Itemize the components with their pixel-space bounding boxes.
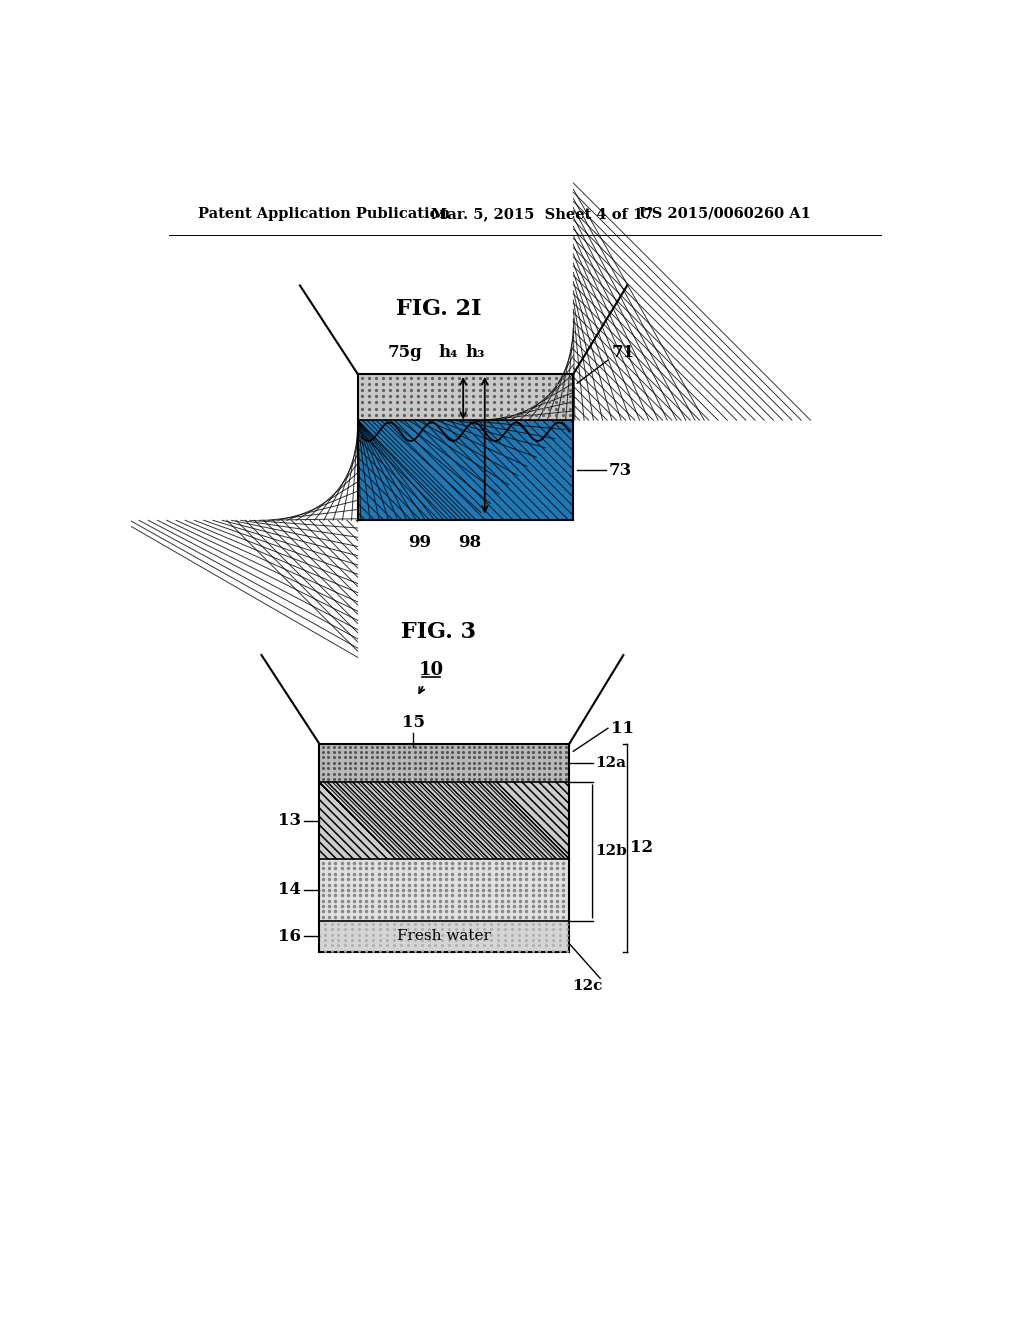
Text: 11: 11: [611, 719, 634, 737]
Text: 16: 16: [279, 928, 301, 945]
Text: h₃: h₃: [466, 345, 485, 362]
Text: 75g: 75g: [387, 345, 422, 362]
Bar: [319, 743, 569, 781]
Text: 13: 13: [279, 812, 301, 829]
Text: 12b: 12b: [596, 845, 628, 858]
Bar: [319, 859, 569, 921]
Bar: [319, 781, 569, 859]
Text: 15: 15: [401, 714, 425, 731]
Text: Patent Application Publication: Patent Application Publication: [199, 207, 451, 220]
Text: h₄: h₄: [439, 345, 459, 362]
Text: FIG. 3: FIG. 3: [401, 620, 476, 643]
Bar: [357, 420, 573, 520]
Text: US 2015/0060260 A1: US 2015/0060260 A1: [639, 207, 811, 220]
Text: 71: 71: [611, 345, 635, 362]
Bar: [319, 921, 569, 952]
Text: 12a: 12a: [596, 756, 627, 770]
Text: Fresh water: Fresh water: [397, 929, 492, 942]
Text: 12c: 12c: [571, 979, 602, 993]
Text: 73: 73: [608, 462, 632, 479]
Text: 10: 10: [418, 661, 443, 680]
Bar: [357, 374, 573, 420]
Text: 12: 12: [631, 840, 653, 857]
Text: Mar. 5, 2015  Sheet 4 of 17: Mar. 5, 2015 Sheet 4 of 17: [431, 207, 653, 220]
Text: 98: 98: [458, 535, 481, 552]
Text: 99: 99: [408, 535, 431, 552]
Text: 14: 14: [279, 882, 301, 899]
Text: FIG. 2I: FIG. 2I: [396, 297, 481, 319]
Bar: [357, 420, 573, 520]
